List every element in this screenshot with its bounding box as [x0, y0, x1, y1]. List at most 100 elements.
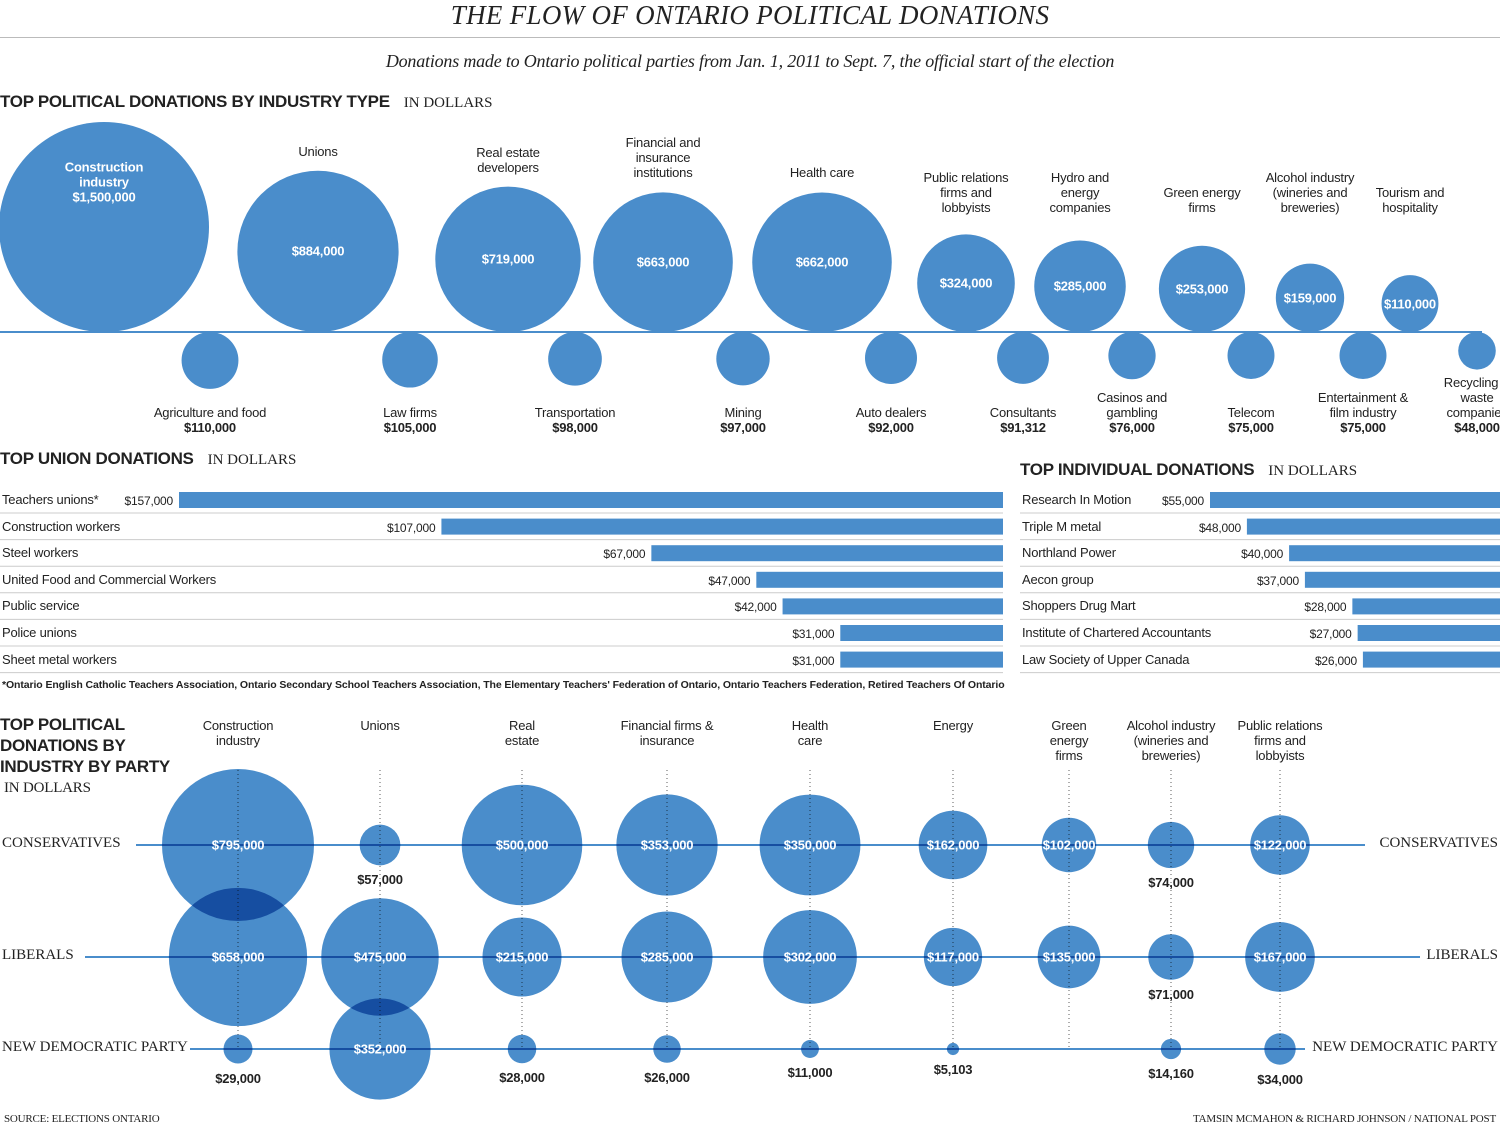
category-label: Institute of Chartered Accountants: [1022, 625, 1212, 640]
value-label: $102,000: [1042, 837, 1096, 853]
bar: [756, 571, 1003, 588]
value-label: $795,000: [211, 837, 265, 853]
bubble: [621, 911, 713, 1003]
value-label: $475,000: [353, 949, 407, 965]
bubble: [917, 234, 1015, 332]
bubble-label: Entertainment & film industry $75,000: [1308, 390, 1418, 435]
section-title: TOP INDIVIDUAL DONATIONS: [1020, 460, 1255, 479]
bubble: [1160, 1038, 1182, 1060]
bubble: [1458, 332, 1496, 370]
bubble: [1250, 815, 1310, 875]
value-label: $105,000: [383, 420, 437, 435]
value-label: $110,000: [1384, 296, 1436, 312]
category-label: Agriculture and food: [153, 405, 267, 420]
category-label: Auto dealers: [855, 405, 927, 420]
category-label: Financial and insurance institutions: [625, 135, 701, 181]
value-label: $26,000: [1314, 653, 1357, 668]
category-label: Hydro and energy companies: [1049, 170, 1111, 215]
value-label: $285,000: [640, 949, 694, 965]
value-label: $107,000: [386, 520, 436, 535]
bubble: [801, 1040, 819, 1058]
category-label: Steel workers: [2, 545, 79, 561]
category-label: Casinos and gambling: [1096, 390, 1168, 420]
category-label: Unions: [360, 718, 400, 733]
section-title: TOP POLITICAL DONATIONS BY INDUSTRY TYPE: [0, 92, 390, 111]
bubble: [946, 1042, 960, 1056]
value-label: $42,000: [734, 600, 777, 615]
category-label: Teachers unions*: [2, 492, 99, 507]
value-label: $11,000: [787, 1064, 833, 1080]
bar: [651, 545, 1003, 562]
value-label: $117,000: [927, 949, 979, 965]
section-title: TOP POLITICAL DONATIONS BY INDUSTRY BY P…: [0, 715, 170, 776]
value-label: $74,000: [1148, 875, 1194, 891]
value-label: $884,000: [291, 243, 345, 259]
category-label: Health care: [789, 165, 855, 181]
category-label: Telecom: [1227, 405, 1275, 420]
category-label: Sheet metal workers: [2, 651, 117, 667]
value-label: $167,000: [1253, 949, 1307, 965]
category-label: Law Society of Upper Canada: [1022, 651, 1190, 667]
value-label: $47,000: [708, 573, 751, 588]
bubble: [168, 887, 308, 1027]
bar: [1362, 651, 1500, 668]
value-label: $31,000: [792, 627, 835, 641]
footnote: *Ontario English Catholic Teachers Assoc…: [2, 679, 1005, 691]
bubble-label: Mining $97,000: [703, 405, 783, 435]
bubble-label: Law firms $105,000: [365, 405, 455, 435]
bubble-label: Consultants $91,312: [978, 405, 1068, 435]
value-label: $122,000: [1253, 837, 1307, 853]
value-label: $75,000: [1228, 420, 1274, 435]
bar: [179, 492, 1003, 508]
value-label: $97,000: [720, 420, 766, 435]
bubble: [1108, 332, 1156, 380]
value-label: $352,000: [353, 1041, 407, 1057]
value-label: $91,312: [1000, 420, 1046, 435]
bubble: [763, 910, 857, 1004]
bar: [1352, 598, 1500, 615]
bubble: [181, 332, 239, 389]
value-label: $31,000: [792, 653, 835, 668]
bubble: [923, 927, 983, 987]
source: SOURCE: ELECTIONS ONTARIO: [4, 1113, 160, 1125]
bubble: [382, 332, 438, 388]
value-label: $135,000: [1042, 949, 1096, 965]
value-label: $76,000: [1109, 420, 1155, 435]
section-unit: IN DOLLARS: [1268, 463, 1358, 479]
value-label: $48,000: [1198, 520, 1241, 535]
bubble: [1034, 240, 1126, 332]
bubble-label: Transportation $98,000: [520, 405, 630, 435]
party-label: CONSERVATIVES: [0, 835, 123, 852]
value-label: $34,000: [1257, 1071, 1303, 1087]
section-header: TOP UNION DONATIONS IN DOLLARS: [0, 449, 296, 469]
category-label: Entertainment & film industry: [1317, 390, 1409, 420]
bubble: [1339, 332, 1387, 379]
value-label: $26,000: [644, 1069, 690, 1085]
bubble: [653, 1035, 681, 1063]
category-label: Real estate: [504, 718, 540, 748]
value-label: $302,000: [783, 949, 837, 965]
value-label: $719,000: [481, 251, 535, 267]
category-label: Mining: [724, 405, 762, 420]
category-label: Public relations firms and lobbyists: [923, 170, 1009, 215]
value-label: $324,000: [939, 275, 993, 291]
bubble: [1227, 332, 1275, 379]
bubble: [507, 1034, 537, 1064]
value-label: $98,000: [552, 420, 598, 435]
section-unit: IN DOLLARS: [403, 95, 493, 111]
category-label: Construction industry: [64, 159, 144, 190]
bubble: [918, 810, 988, 880]
section-unit: IN DOLLARS: [207, 452, 297, 468]
bubble-label: Agriculture and food $110,000: [135, 405, 285, 435]
category-label: Construction workers: [2, 518, 121, 534]
category-label: Law firms: [383, 405, 437, 420]
bar: [1210, 492, 1500, 508]
bar: [1246, 518, 1500, 535]
value-label: $57,000: [357, 872, 403, 888]
category-label: Aecon group: [1022, 571, 1094, 587]
value-label: $353,000: [640, 837, 694, 853]
value-label: $28,000: [499, 1070, 545, 1086]
bubble: [359, 824, 401, 866]
category-label: Triple M metal: [1022, 518, 1102, 534]
bubble: [1158, 245, 1246, 332]
